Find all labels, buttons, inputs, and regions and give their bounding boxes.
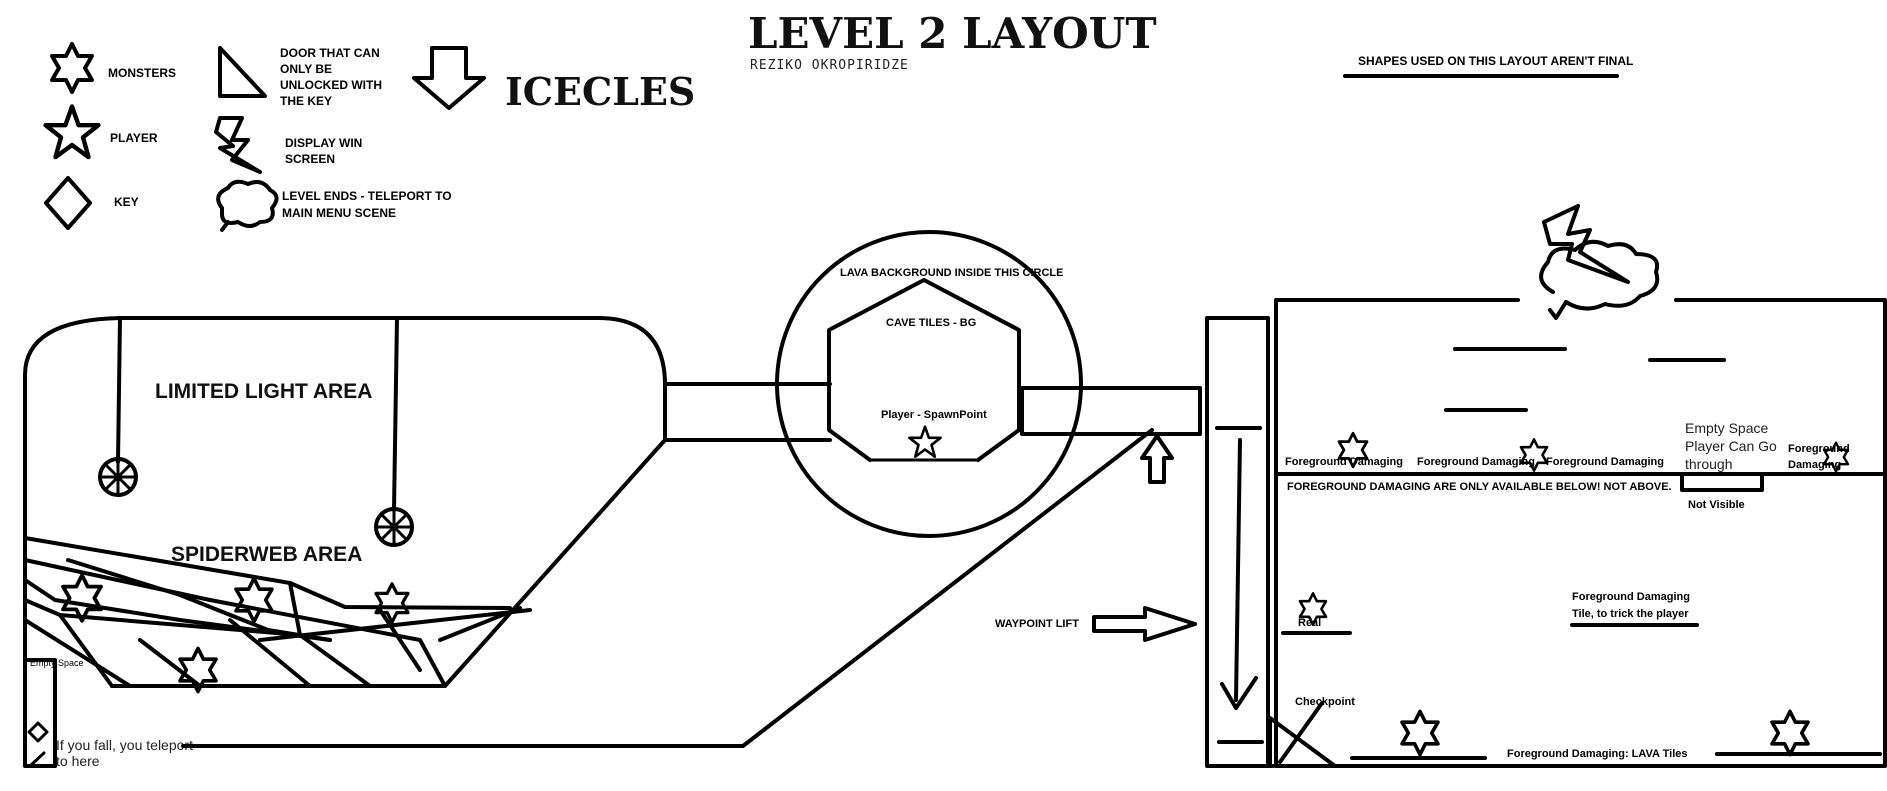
spawn-point-label: Player - SpawnPoint — [881, 409, 987, 421]
lamp-cord-2 — [392, 316, 399, 512]
legend-player-label: PLAYER — [110, 131, 158, 145]
lava-tiles-label: Foreground Damaging: LAVA Tiles — [1507, 748, 1688, 760]
checkpoint-flag — [1278, 701, 1324, 764]
monster-star-icon — [374, 582, 410, 624]
monster-star-icon — [234, 576, 274, 624]
cave-hexagon — [827, 278, 1021, 462]
lava-background-label: LAVA BACKGROUND INSIDE THIS CIRCLE — [840, 267, 1063, 279]
legend-level-end-line1: LEVEL ENDS - TELEPORT TO — [282, 189, 452, 203]
empty-space-line3: through — [1685, 456, 1732, 472]
fall-teleport-line2: to here — [56, 753, 100, 769]
right-room: Foreground Damaging Foreground Damaging … — [1268, 204, 1887, 768]
key-diamond-icon — [44, 176, 92, 230]
spiderweb-label: SPIDERWEB AREA — [171, 543, 362, 566]
foreground-damaging-label-4b: Damaging — [1788, 459, 1841, 471]
fall-teleport-line1: If you fall, you teleport — [56, 737, 193, 753]
cave-tiles-label: CAVE TILES - BG — [886, 317, 976, 329]
legend-monsters-label: MONSTERS — [108, 66, 176, 80]
spiderweb-lines — [23, 536, 532, 688]
icicle-arrow-icon — [412, 46, 486, 110]
key-diamond-icon — [27, 721, 49, 743]
monster-star-icon — [1770, 709, 1810, 757]
legend-door-line2: ONLY BE — [280, 62, 332, 76]
foreground-damaging-label-1: Foreground Damaging — [1285, 456, 1403, 468]
empty-space-line2: Player Can Go — [1685, 438, 1777, 454]
level-end-cloud-icon — [1539, 239, 1660, 320]
win-lightning-icon — [1542, 204, 1630, 284]
right-arrow-icon — [1092, 606, 1197, 642]
shapes-note: SHAPES USED ON THIS LAYOUT AREN'T FINAL — [1358, 54, 1633, 68]
lava-circle — [775, 230, 1083, 538]
hidden-gap — [1680, 472, 1764, 492]
corridor-right — [1020, 386, 1202, 436]
trick-tile-line2: Tile, to trick the player — [1572, 608, 1689, 620]
foreground-damaging-label-3: Foreground Damaging — [1546, 456, 1664, 468]
door-triangle-icon — [1268, 716, 1337, 768]
page-title: LEVEL 2 LAYOUT — [748, 9, 1157, 58]
player-star-icon — [46, 107, 99, 158]
lamp-cord-1 — [116, 316, 122, 464]
light-lamp-icon — [374, 507, 414, 547]
legend-key-label: KEY — [114, 195, 139, 209]
legend-icicles-label: ICECLES — [505, 69, 695, 114]
waypoint-lift-label: WAYPOINT LIFT — [995, 618, 1079, 630]
limited-light-label: LIMITED LIGHT AREA — [155, 380, 372, 403]
fall-teleport-path — [181, 428, 1154, 748]
player-star-icon — [908, 425, 942, 458]
legend-level-end-line2: MAIN MENU SCENE — [282, 206, 396, 220]
empty-space-line1: Empty Space — [1685, 420, 1768, 436]
monster-star-icon — [1400, 709, 1440, 757]
foreground-warning-label: FOREGROUND DAMAGING ARE ONLY AVAILABLE B… — [1287, 481, 1672, 493]
win-lightning-icon — [214, 116, 262, 174]
checkpoint-label: Checkpoint — [1295, 696, 1355, 708]
light-lamp-icon — [98, 457, 138, 497]
real-label: Real — [1298, 617, 1321, 629]
legend-win-line1: DISPLAY WIN — [285, 136, 362, 150]
legend-door-line4: THE KEY — [280, 94, 332, 108]
monster-star-icon — [50, 42, 94, 94]
not-visible-label: Not Visible — [1688, 499, 1745, 511]
legend: MONSTERS PLAYER KEY DOOR THAT CAN ONLY B… — [44, 42, 695, 232]
right-room-outline — [1274, 298, 1887, 768]
fall-zone-outline — [23, 658, 57, 768]
legend-door-line3: UNLOCKED WITH — [280, 78, 382, 92]
corridor-left — [663, 382, 832, 442]
door-marker-icon — [29, 751, 46, 767]
door-triangle-icon — [218, 46, 267, 98]
foreground-damaging-label-4a: Foreground — [1788, 443, 1850, 455]
foreground-damaging-label-2: Foreground Damaging — [1417, 456, 1535, 468]
legend-door-line1: DOOR THAT CAN — [280, 46, 380, 60]
up-arrow-icon — [1140, 434, 1174, 484]
trick-tile-line1: Foreground Damaging — [1572, 591, 1690, 603]
legend-win-line2: SCREEN — [285, 152, 335, 166]
level-end-cloud-icon — [216, 179, 279, 232]
empty-space-label: Empty Space — [30, 658, 84, 668]
author-name: REZIKO OKROPIRIDZE — [750, 58, 909, 73]
lift-shaft — [1205, 316, 1270, 768]
left-cave-area: LIMITED LIGHT AREA SPIDERWEB AREA Empty … — [23, 316, 1154, 769]
spawn-room: LAVA BACKGROUND INSIDE THIS CIRCLE CAVE … — [775, 230, 1083, 538]
